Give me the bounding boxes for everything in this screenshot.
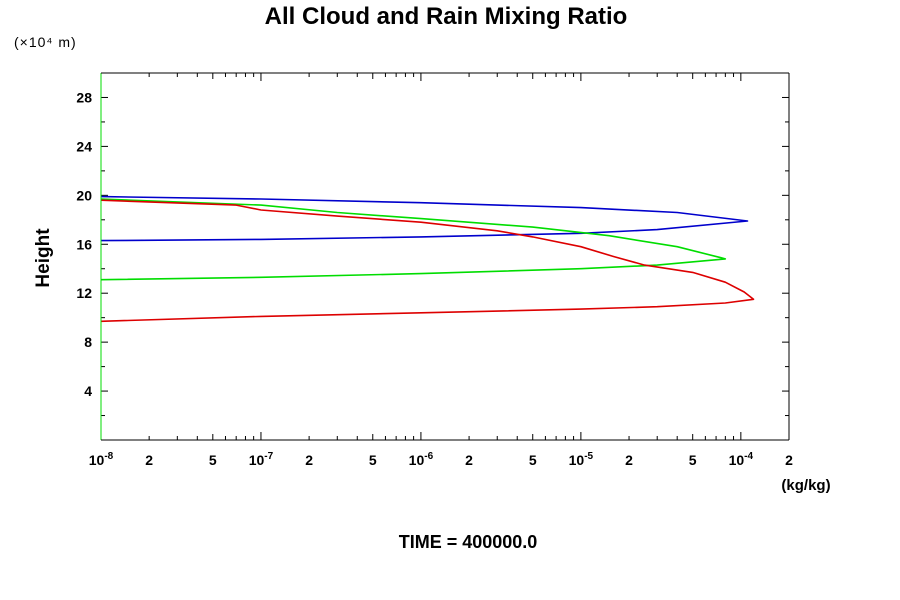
x-tick-label: 2 [785, 452, 793, 468]
y-tick-label: 28 [76, 89, 92, 105]
y-tick-label: 20 [76, 187, 92, 203]
series-line-1 [100, 195, 749, 242]
x-tick-label: 10-6 [409, 451, 434, 468]
y-tick-label: 12 [76, 285, 92, 301]
x-tick-label: 2 [625, 452, 633, 468]
y-scale-label: (×10⁴ m) [14, 34, 77, 50]
y-tick-label: 8 [84, 334, 92, 350]
series-lines [100, 195, 755, 323]
x-tick-labels: 10-8 2 5 10-7 2 5 10-6 2 5 10-5 2 5 10-4 2 [89, 451, 793, 468]
series-line-2 [100, 198, 727, 281]
x-tick-label: 2 [305, 452, 313, 468]
x-tick-label: 5 [209, 452, 217, 468]
x-tick-label: 10-7 [249, 451, 274, 468]
time-label: TIME = 400000.0 [399, 532, 538, 552]
x-tick-label: 10-4 [729, 451, 754, 468]
x-tick-label: 2 [145, 452, 153, 468]
x-tick-label: 5 [529, 452, 537, 468]
chart-title: All Cloud and Rain Mixing Ratio [265, 3, 628, 30]
x-tick-label: 10-8 [89, 451, 114, 468]
x-tick-label: 10-5 [569, 451, 594, 468]
y-tick-label: 4 [84, 383, 92, 399]
y-tick-labels: 4 8 12 16 20 24 28 [76, 89, 92, 399]
y-tick-label: 24 [76, 138, 92, 154]
y-axis-label: Height [33, 228, 54, 288]
x-tick-label: 5 [689, 452, 697, 468]
x-axis-label: (kg/kg) [781, 477, 830, 494]
x-tick-label: 5 [369, 452, 377, 468]
series-line-3 [100, 199, 755, 323]
y-tick-label: 16 [76, 236, 92, 252]
axis-ticks [100, 73, 790, 440]
x-tick-label: 2 [465, 452, 473, 468]
